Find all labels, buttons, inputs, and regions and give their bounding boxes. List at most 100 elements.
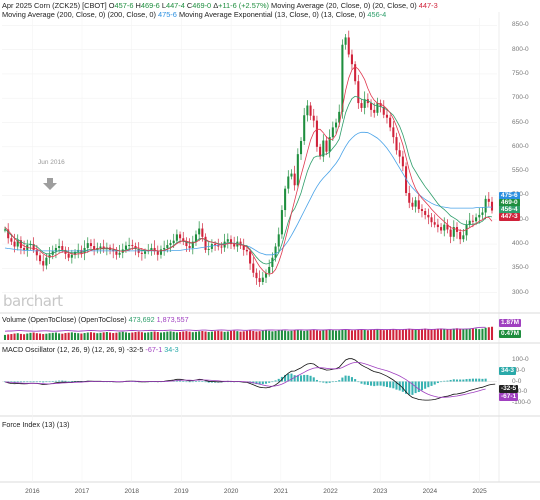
macd-histogram-bar bbox=[255, 381, 258, 385]
volume-bar bbox=[172, 331, 175, 340]
header-part: 34-3 bbox=[164, 345, 179, 354]
volume-bar bbox=[51, 332, 54, 340]
candle-body bbox=[312, 115, 315, 121]
volume-bar bbox=[112, 333, 115, 340]
candle-body bbox=[293, 173, 296, 186]
volume-bar bbox=[376, 329, 379, 340]
volume-bar bbox=[389, 329, 392, 340]
volume-bar bbox=[379, 329, 382, 340]
candle-body bbox=[153, 247, 156, 252]
candle-body bbox=[420, 209, 424, 212]
volume-bar bbox=[83, 333, 86, 340]
volume-bar bbox=[19, 333, 22, 340]
price-tag: 469-0 bbox=[499, 199, 520, 207]
macd-histogram-bar bbox=[366, 381, 369, 386]
volume-bar bbox=[64, 333, 67, 340]
candle-body bbox=[373, 109, 376, 113]
macd-histogram-bar bbox=[411, 381, 414, 395]
candle-body bbox=[427, 214, 430, 218]
volume-bar bbox=[223, 331, 226, 340]
macd-histogram-bar bbox=[459, 379, 462, 382]
candle-body bbox=[118, 252, 121, 255]
annotation-label: Jun 2016 bbox=[38, 159, 65, 166]
volume-bar bbox=[105, 332, 108, 340]
macd-histogram-bar bbox=[201, 381, 204, 382]
candle-body bbox=[290, 173, 293, 177]
candle-body bbox=[268, 266, 271, 274]
price-tick-label: 400-0 bbox=[512, 240, 529, 248]
volume-bar bbox=[436, 328, 439, 340]
candle-body bbox=[481, 212, 484, 215]
volume-bar bbox=[198, 331, 201, 340]
candle-body bbox=[303, 115, 306, 142]
candle-body bbox=[392, 127, 395, 138]
macd-histogram-bar bbox=[299, 375, 303, 382]
macd-histogram-bar bbox=[341, 377, 344, 382]
volume-bar bbox=[236, 331, 239, 340]
macd-histogram-bar bbox=[401, 381, 404, 392]
volume-bar bbox=[249, 330, 252, 340]
macd-histogram-bar bbox=[344, 375, 347, 382]
macd-histogram-bar bbox=[405, 381, 408, 394]
macd-histogram-bar bbox=[70, 381, 73, 382]
volume-bar bbox=[175, 332, 178, 340]
candle-body bbox=[475, 217, 478, 222]
volume-bar bbox=[102, 332, 105, 340]
volume-bar bbox=[207, 332, 210, 340]
price-tick-label: 850-0 bbox=[512, 21, 529, 29]
volume-bar bbox=[73, 332, 77, 340]
macd-histogram-bar bbox=[443, 380, 446, 382]
volume-bar bbox=[188, 331, 191, 340]
candle-body bbox=[67, 253, 70, 258]
candle-body bbox=[86, 243, 89, 248]
volume-bar bbox=[401, 329, 404, 340]
volume-bar bbox=[210, 331, 213, 340]
macd-histogram-bar bbox=[67, 381, 70, 382]
volume-bar bbox=[350, 330, 353, 340]
candle-body bbox=[23, 247, 26, 250]
candle-body bbox=[249, 251, 252, 264]
volume-bar bbox=[48, 333, 51, 340]
volume-bar bbox=[382, 330, 385, 340]
volume-bar bbox=[58, 333, 61, 340]
candle-body bbox=[13, 241, 16, 247]
candle-body bbox=[93, 246, 96, 250]
volume-bar bbox=[338, 330, 341, 340]
macd-tick-label: 50-0 bbox=[512, 366, 526, 374]
volume-bar bbox=[163, 332, 166, 340]
ema13-line bbox=[4, 95, 493, 265]
macd-histogram-bar bbox=[446, 380, 449, 382]
volume-bar bbox=[455, 328, 459, 340]
volume-bar bbox=[268, 330, 271, 340]
x-axis-label: 2022 bbox=[323, 488, 338, 495]
volume-bar bbox=[261, 330, 264, 340]
volume-bar bbox=[417, 329, 420, 340]
macd-histogram-bar bbox=[385, 381, 388, 387]
candle-body bbox=[338, 111, 341, 123]
volume-bar bbox=[284, 330, 287, 340]
volume-bar bbox=[411, 329, 414, 340]
candle-body bbox=[229, 239, 233, 245]
candle-body bbox=[89, 243, 92, 247]
volume-bar bbox=[370, 329, 373, 340]
macd-histogram-bar bbox=[430, 381, 433, 386]
macd-histogram-bar bbox=[334, 381, 338, 382]
header-line-2: Moving Average (200, Close, 0) (200, Clo… bbox=[2, 10, 386, 19]
volume-bar bbox=[290, 330, 293, 340]
macd-histogram-bar bbox=[274, 380, 277, 382]
candle-body bbox=[179, 234, 182, 239]
candle-body bbox=[395, 137, 398, 151]
macd-histogram-bar bbox=[363, 381, 366, 385]
volume-bar bbox=[42, 334, 45, 340]
macd-histogram-bar bbox=[350, 377, 353, 382]
volume-bar bbox=[29, 332, 32, 340]
macd-tick-label: 0-0 bbox=[512, 377, 522, 385]
candle-body bbox=[334, 122, 338, 128]
macd-histogram-bar bbox=[379, 381, 382, 386]
macd-histogram-bar bbox=[207, 381, 210, 383]
candle-body bbox=[490, 201, 494, 211]
header-part: Moving Average (200, Close, 0) (200, Clo… bbox=[2, 10, 158, 19]
candle-body bbox=[360, 103, 363, 108]
volume-bar bbox=[328, 329, 331, 340]
